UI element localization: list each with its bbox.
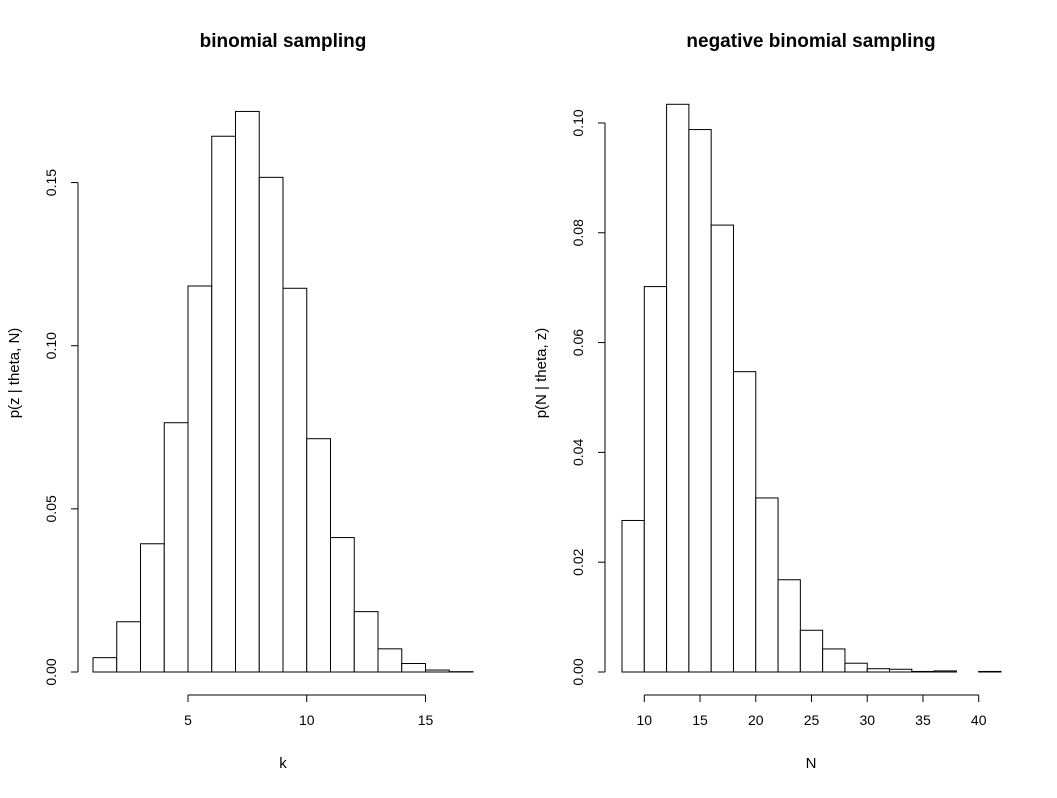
histogram-bar [689,130,711,672]
histogram-bar [778,580,800,672]
y-tick-label: 0.10 [43,332,59,359]
histogram-bar [164,423,188,672]
histogram-bar [912,671,934,672]
y-tick-label: 0.00 [43,658,59,685]
histogram-bars [622,104,1001,672]
histogram-bar [733,372,755,672]
x-axis: 10 15 20 25 30 35 40 [637,695,987,728]
y-tick-label: 0.04 [570,439,586,466]
y-tick-label: 0.02 [570,548,586,575]
x-tick-label: 10 [637,712,653,728]
x-tick-label: 5 [184,712,192,728]
y-tick-label: 0.05 [43,495,59,522]
histogram-bar [667,104,689,672]
chart-title: binomial sampling [200,31,367,52]
histogram-bar [756,498,778,672]
y-axis: 0.00 0.02 0.04 0.06 0.08 0.10 [570,109,605,686]
binomial-panel: binomial sampling k p(z | theta, N) 5 10 1… [6,31,473,772]
y-axis-label: p(N | theta, z) [533,328,550,419]
x-tick-label: 30 [859,712,875,728]
y-tick-label: 0.10 [570,109,586,136]
histogram-bar [845,663,867,672]
histogram-bars [93,111,473,672]
y-axis-label: p(z | theta, N) [6,328,23,419]
histogram-bar [212,136,236,672]
histogram-bar [188,286,212,672]
histogram-bar [259,177,283,672]
histogram-bar [141,544,165,672]
x-axis: 5 10 15 [184,695,433,728]
x-tick-label: 20 [748,712,764,728]
histogram-bar [307,439,331,672]
y-tick-label: 0.15 [43,169,59,196]
y-tick-label: 0.06 [570,329,586,356]
histogram-bar [331,538,355,672]
histogram-bar [93,658,117,672]
x-tick-label: 35 [915,712,931,728]
negative-binomial-panel: negative binomial sampling N p(N | theta… [533,31,1001,772]
histogram-bar [867,669,889,672]
histogram-bar [979,671,1001,672]
histogram-bar [283,288,307,672]
x-axis-label: k [279,755,287,772]
x-tick-label: 15 [418,712,434,728]
x-tick-label: 25 [804,712,820,728]
histogram-bar [644,287,666,672]
chart-title: negative binomial sampling [686,31,935,52]
histogram-bar [800,630,822,672]
x-tick-label: 15 [692,712,708,728]
histogram-bar [934,671,956,672]
x-axis-label: N [806,755,817,772]
x-tick-label: 40 [971,712,987,728]
y-tick-label: 0.00 [570,658,586,685]
histogram-bar [117,622,141,672]
x-tick-label: 10 [299,712,315,728]
histogram-bar [622,520,644,672]
histogram-bar [823,649,845,672]
histogram-bar [236,111,260,672]
histogram-bar [890,669,912,672]
histogram-bar [711,225,733,672]
histogram-bar [426,670,450,672]
y-axis: 0.00 0.05 0.10 0.15 [43,169,78,686]
y-tick-label: 0.08 [570,219,586,246]
histogram-bar [402,664,426,672]
histogram-bar [378,649,402,672]
histogram-bar [354,612,378,672]
